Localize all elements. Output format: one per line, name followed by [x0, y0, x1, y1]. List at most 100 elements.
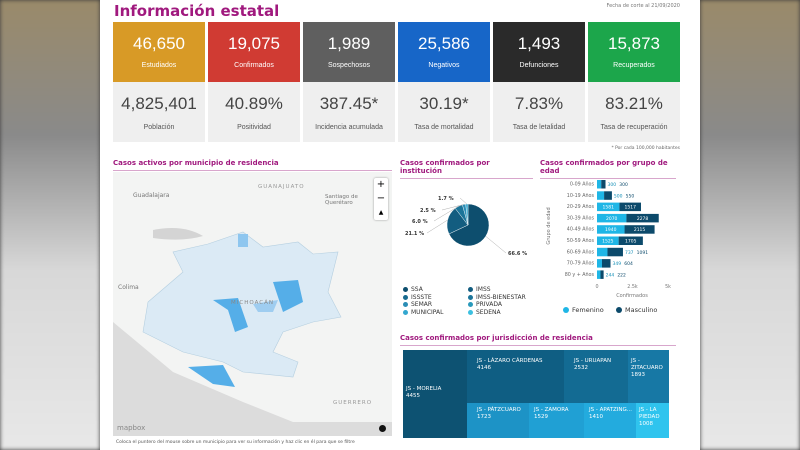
stat-value: 30.19* [419, 94, 469, 113]
legend-masculino: Masculino [616, 306, 657, 314]
legend-label: SEMAR [411, 301, 433, 308]
bar-masculino[interactable] [626, 213, 659, 223]
map-label: Santiago de Querétaro [325, 194, 358, 206]
bar-femenino[interactable] [597, 236, 619, 246]
kpi-label: Negativos [428, 62, 460, 69]
bar-value-label: 1581 [602, 205, 614, 211]
treemap-cell[interactable]: JS - URUAPAN 2532 [564, 350, 628, 403]
cell-name: JS - MORELIA [406, 386, 442, 392]
pie-leader-line [485, 236, 507, 254]
bar-value-label: 300 [608, 182, 617, 188]
bar-value-label: 1525 [602, 239, 614, 245]
bar-femenino[interactable] [597, 247, 608, 257]
kpi-card-confirmados: 19,075 Confirmados 40.89% Positividad [208, 22, 300, 142]
bar-value-label: 244 [606, 272, 615, 278]
kpi-bottom: 83.21% Tasa de recuperación [588, 82, 680, 142]
bar-masculino[interactable] [607, 247, 623, 257]
kpi-top: 1,989 Sospechosos [303, 22, 395, 82]
bar-femenino[interactable] [597, 213, 627, 223]
bar-value-label: 604 [624, 261, 633, 267]
stat-label: Población [143, 124, 175, 131]
map-zoom-controls: + − ▲ [374, 178, 388, 220]
background-right [700, 0, 800, 450]
cell-name: JS - LÁZARO CÁRDENAS [477, 358, 543, 364]
treemap-cell[interactable]: JS - LÁZARO CÁRDENAS 4146 [467, 350, 564, 403]
legend-issste: ISSSTE [403, 294, 432, 301]
legend-label: SEDENA [476, 308, 501, 316]
cell-name: JS - ZITACUARO [631, 358, 663, 371]
cutoff-date: Fecha de corte al 21/09/2020 [606, 3, 680, 9]
pie-slice-imss[interactable] [448, 203, 490, 247]
cell-value: 1723 [477, 414, 491, 420]
cell-value: 1529 [534, 414, 548, 420]
legend-swatch [616, 307, 622, 313]
kpi-label: Recuperados [613, 62, 655, 69]
pie-leader-line [426, 219, 448, 234]
stat-label: Positividad [237, 124, 271, 131]
info-icon[interactable] [379, 425, 386, 432]
cell-name: JS - PÁTZCUARO [477, 407, 521, 413]
stat-label: Tasa de letalidad [512, 124, 566, 131]
pie-label: 2.5 % [420, 208, 436, 214]
treemap-cell[interactable]: JS - ZITACUARO 1893 [628, 350, 669, 403]
bar-value-label: 550 [626, 193, 635, 199]
bar-masculino[interactable] [600, 270, 604, 279]
legend-label: MUNICIPAL [411, 308, 444, 316]
bar-masculino[interactable] [604, 191, 612, 200]
compass-button[interactable]: ▲ [378, 209, 384, 216]
cell-name: JS - URUAPAN [574, 358, 612, 364]
bar-femenino[interactable] [597, 202, 620, 212]
cell-name: JS - ZAMORA [534, 407, 569, 413]
bar-femenino[interactable] [597, 270, 601, 279]
treemap-cell[interactable]: JS - APATZING... 1410 [584, 403, 636, 438]
municipality-map[interactable]: Guadalajara GUANAJUATO Santiago de Queré… [113, 172, 392, 436]
jurisdiction-treemap: JS - MORELIA 4455 JS - LÁZARO CÁRDENAS 4146… [403, 350, 669, 438]
cell-name: JS - APATZING... [589, 407, 633, 413]
kpi-card-estudiados: 46,650 Estudiados 4,825,401 Población [113, 22, 205, 142]
bar-value-label: 300 [619, 182, 628, 188]
pie-label: 6.0 % [412, 219, 428, 225]
bar-masculino[interactable] [619, 202, 641, 212]
legend-swatch [563, 307, 569, 313]
y-tick-label: 70-79 Años [567, 261, 595, 267]
bar-femenino[interactable] [597, 180, 602, 189]
stat-value: 4,825,401 [121, 94, 197, 113]
cell-value: 1410 [589, 414, 603, 420]
treemap-cell[interactable]: JS - PÁTZCUARO 1723 [467, 403, 529, 438]
y-tick-label: 50-59 Años [567, 238, 595, 244]
bar-value-label: 737 [625, 250, 634, 256]
zoom-out-button[interactable]: − [376, 193, 386, 204]
bar-masculino[interactable] [618, 236, 643, 246]
legend-femenino: Femenino [563, 306, 604, 314]
bar-value-label: 1940 [605, 227, 617, 233]
kpi-label: Confirmados [234, 62, 274, 69]
kpi-card-negativos: 25,586 Negativos 30.19* Tasa de mortalidad [398, 22, 490, 142]
jurisdiction-chart-title: Casos confirmados por jurisdicción de re… [400, 334, 676, 346]
bar-masculino[interactable] [601, 180, 606, 189]
bar-masculino[interactable] [624, 225, 655, 234]
zoom-in-button[interactable]: + [376, 179, 386, 190]
kpi-card-defunciones: 1,493 Defunciones 7.83% Tasa de letalidad [493, 22, 585, 142]
map-label: MICHOACÁN [231, 300, 274, 306]
kpi-top: 15,873 Recuperados [588, 22, 680, 82]
legend-label: IMSS-BIENESTAR [476, 293, 526, 301]
legend-imss-bienestar: IMSS-BIENESTAR [468, 294, 526, 301]
dashboard-panel: Información estatal Fecha de corte al 21… [100, 0, 700, 450]
legend-swatch [403, 309, 408, 315]
treemap-cell[interactable]: JS - LA PIEDAD 1008 [636, 403, 669, 438]
x-axis-label: Confirmados [616, 293, 648, 299]
bar-femenino[interactable] [597, 259, 602, 268]
stat-label: Tasa de recuperación [600, 124, 668, 131]
bar-femenino[interactable] [597, 191, 605, 200]
legend-swatch [403, 302, 408, 307]
bar-masculino[interactable] [601, 259, 611, 268]
treemap-cell[interactable]: JS - MORELIA 4455 [403, 350, 467, 438]
bar-femenino[interactable] [597, 225, 625, 234]
legend-sedena: SEDENA [468, 309, 501, 316]
legend-swatch [403, 294, 408, 300]
pie-label: 21.1 % [405, 231, 424, 237]
kpi-top: 1,493 Defunciones [493, 22, 585, 82]
mapbox-logo: mapbox [117, 424, 146, 432]
treemap-cell[interactable]: JS - ZAMORA 1529 [529, 403, 584, 438]
age-chart-title: Casos confirmados por grupo de edad [540, 159, 676, 179]
